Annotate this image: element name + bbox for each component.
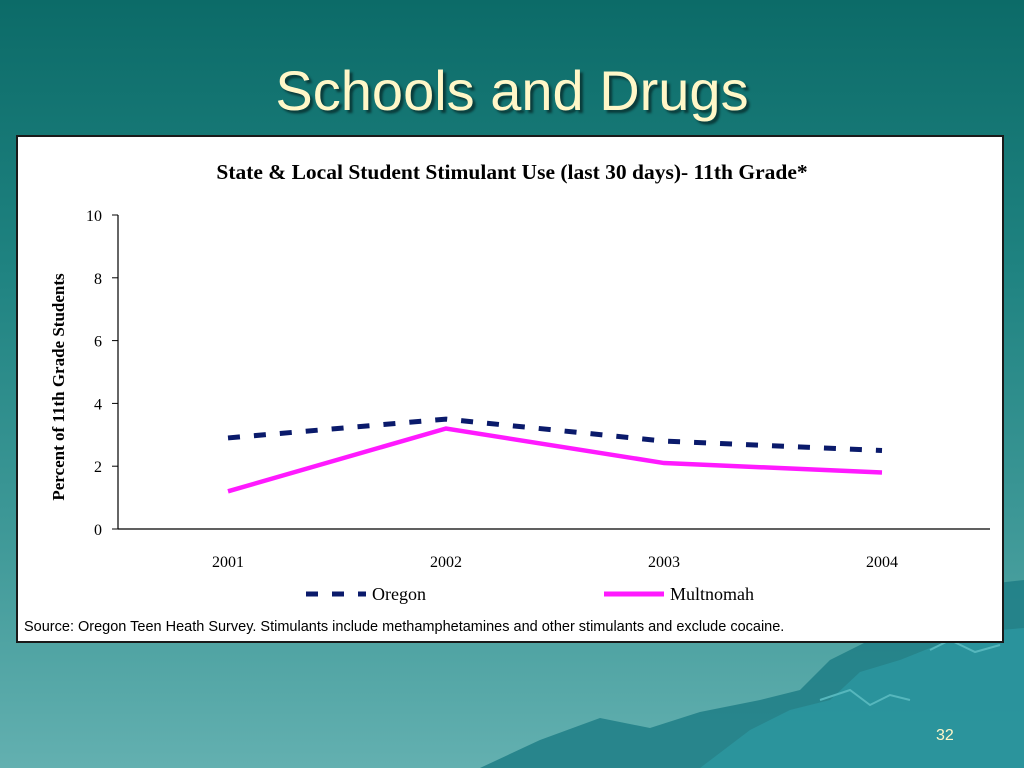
x-tick-label: 2003 <box>648 554 680 571</box>
y-tick-label: 6 <box>94 334 102 351</box>
x-tick-label: 2002 <box>430 554 462 571</box>
x-tick-group: 2001 2002 2003 2004 <box>212 554 898 571</box>
line-chart: State & Local Student Stimulant Use (las… <box>49 160 990 604</box>
y-tick-label: 2 <box>94 459 102 476</box>
chart-title: State & Local Student Stimulant Use (las… <box>216 160 807 184</box>
y-axis-label: Percent of 11th Grade Students <box>49 273 68 501</box>
chart-legend: Oregon Multnomah <box>306 584 754 604</box>
page-number: 32 <box>936 727 954 744</box>
chart-panel: State & Local Student Stimulant Use (las… <box>16 135 1004 643</box>
series-layer <box>227 416 883 494</box>
x-tick-label: 2001 <box>212 554 244 571</box>
legend-label-oregon: Oregon <box>372 584 426 604</box>
y-tick-label: 4 <box>94 396 102 413</box>
series-line-multnomah <box>227 426 883 494</box>
y-tick-label: 10 <box>86 208 102 225</box>
y-tick-label: 8 <box>94 271 102 288</box>
legend-label-multnomah: Multnomah <box>670 584 754 604</box>
source-note: Source: Oregon Teen Heath Survey. Stimul… <box>24 619 785 635</box>
y-tick-group: 0 2 4 6 8 10 <box>86 208 118 539</box>
y-tick-label: 0 <box>94 522 102 539</box>
slide-title: Schools and Drugs <box>275 59 749 122</box>
series-line-oregon <box>227 416 883 453</box>
x-tick-label: 2004 <box>866 554 898 571</box>
